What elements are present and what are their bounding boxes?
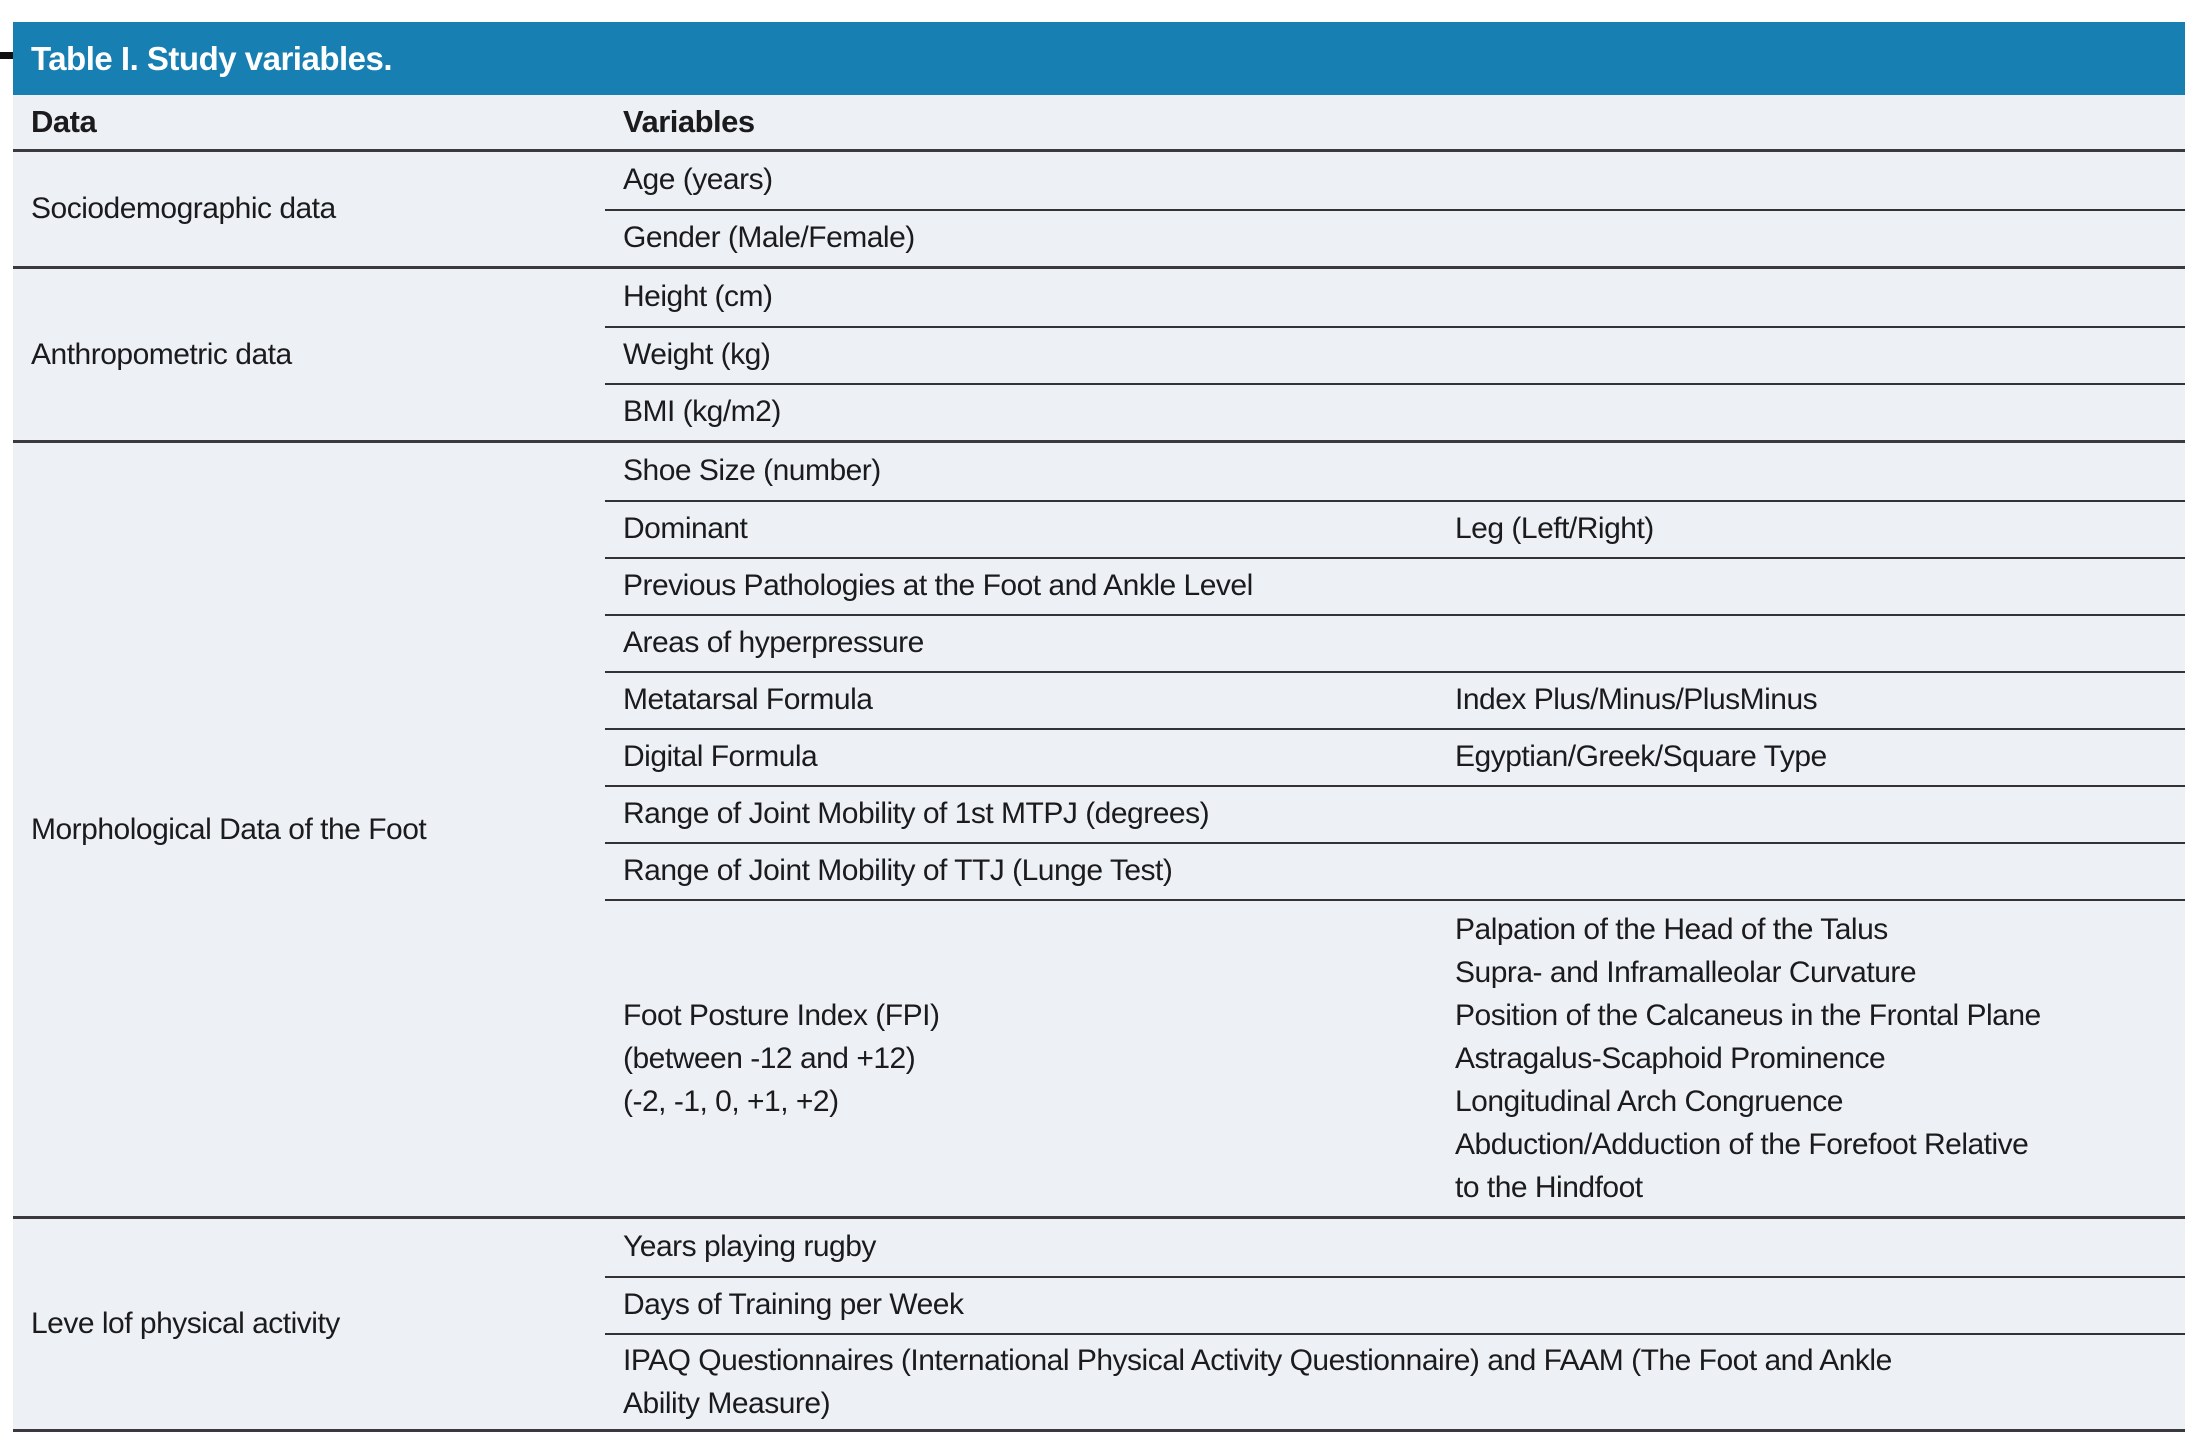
table-title-bar: Table I. Study variables. [13,22,2185,95]
table-row: Previous Pathologies at the Foot and Ank… [605,557,2185,614]
section-variable-rows: Height (cm) Weight (kg) BMI (kg/m2) [605,269,2185,440]
section-sociodemographic-data: Sociodemographic data Age (years) Gender… [13,152,2185,269]
table-row: Days of Training per Week [605,1276,2185,1333]
variable-cell: Height (cm) [623,280,773,314]
section-label: Anthropometric data [31,337,292,371]
variable-cell: Digital Formula [623,740,818,774]
table-row: Range of Joint Mobility of TTJ (Lunge Te… [605,842,2185,899]
table-row: Metatarsal Formula Index Plus/Minus/Plus… [605,671,2185,728]
section-variable-rows: Shoe Size (number) Dominant Leg (Left/Ri… [605,443,2185,1216]
variable-cell: Metatarsal Formula [623,683,873,717]
section-variable-rows: Age (years) Gender (Male/Female) [605,152,2185,266]
table-row: Shoe Size (number) [605,443,2185,500]
table-row: Areas of hyperpressure [605,614,2185,671]
variable-cell: Years playing rugby [623,1230,876,1264]
table-row: Dominant Leg (Left/Right) [605,500,2185,557]
page-edge-artifact [0,52,17,59]
section-anthropometric-data: Anthropometric data Height (cm) Weight (… [13,269,2185,443]
section-label: Morphological Data of the Foot [31,812,427,846]
variable-cell: Dominant [623,512,748,546]
table-row: BMI (kg/m2) [605,383,2185,440]
table-row: Age (years) [605,152,2185,209]
section-variable-rows: Years playing rugby Days of Training per… [605,1219,2185,1429]
variable-cell: Gender (Male/Female) [623,221,915,255]
variable-cell: Range of Joint Mobility of 1st MTPJ (deg… [623,797,1210,831]
table-row: Range of Joint Mobility of 1st MTPJ (deg… [605,785,2185,842]
table-title: Table I. Study variables. [31,39,393,77]
variable-detail-cell: Palpation of the Head of the Talus Supra… [1455,913,2041,1204]
column-header-row: Data Variables [13,95,2185,152]
table-row: Height (cm) [605,269,2185,326]
variable-cell: Areas of hyperpressure [623,626,924,660]
variable-detail-cell: Leg (Left/Right) [1455,512,1654,546]
variable-cell: IPAQ Questionnaires (International Physi… [623,1344,1892,1420]
table-row: Years playing rugby [605,1219,2185,1276]
variable-cell: BMI (kg/m2) [623,395,781,429]
section-morphological-data: Morphological Data of the Foot Shoe Size… [13,443,2185,1219]
variable-cell: Range of Joint Mobility of TTJ (Lunge Te… [623,854,1173,888]
variable-cell: Age (years) [623,163,773,197]
study-variables-table: Table I. Study variables. Data Variables… [13,22,2185,1432]
variable-cell: Shoe Size (number) [623,454,881,488]
section-label: Sociodemographic data [31,192,336,225]
column-header-variables: Variables [623,104,755,139]
table-row: IPAQ Questionnaires (International Physi… [605,1333,2185,1429]
variable-cell: Previous Pathologies at the Foot and Ank… [623,569,1253,603]
variable-detail-cell: Index Plus/Minus/PlusMinus [1455,683,1818,717]
section-label: Leve lof physical activity [31,1307,340,1340]
column-header-data: Data [31,104,97,139]
variable-cell: Days of Training per Week [623,1288,964,1322]
section-physical-activity: Leve lof physical activity Years playing… [13,1219,2185,1432]
table-row: Digital Formula Egyptian/Greek/Square Ty… [605,728,2185,785]
table-row-foot-posture-index: Foot Posture Index (FPI) (between -12 an… [605,899,2185,1216]
variable-cell: Weight (kg) [623,338,771,372]
table-row: Gender (Male/Female) [605,209,2185,266]
table-row: Weight (kg) [605,326,2185,383]
variable-cell: Foot Posture Index (FPI) (between -12 an… [623,999,940,1118]
variable-detail-cell: Egyptian/Greek/Square Type [1455,740,1827,774]
